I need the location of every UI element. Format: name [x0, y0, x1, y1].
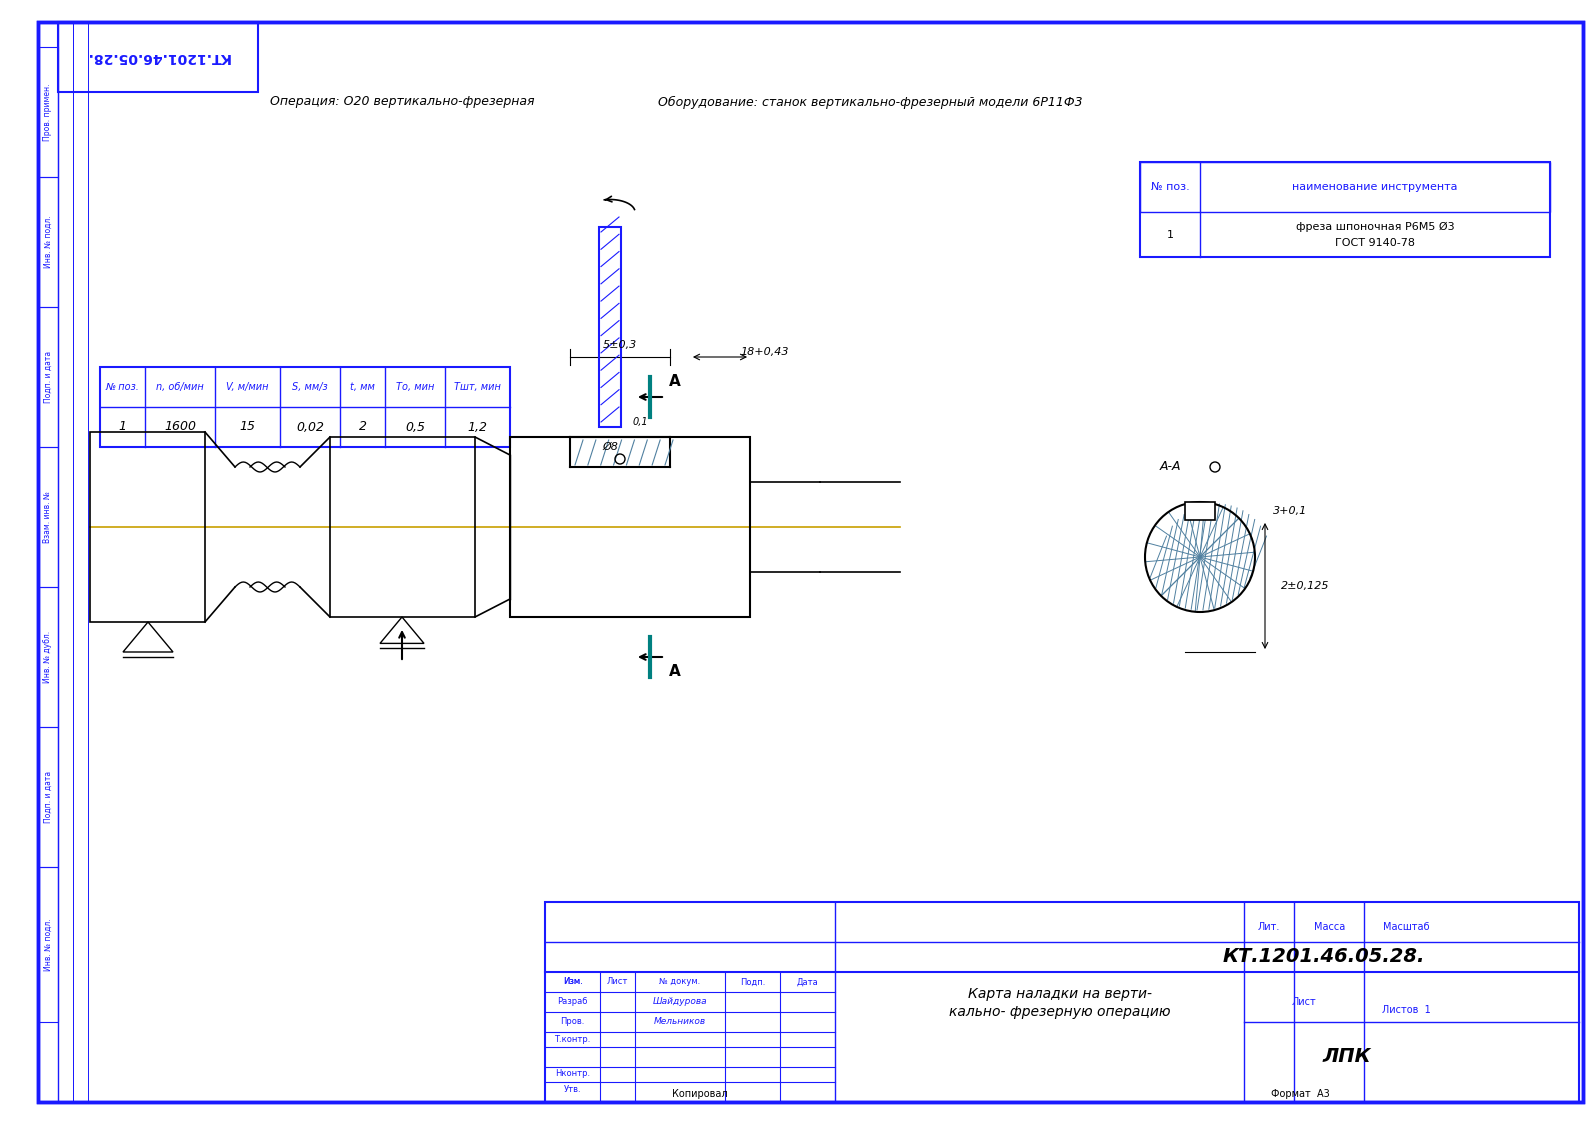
- Text: А-А: А-А: [1159, 461, 1181, 473]
- Bar: [100, 367, 509, 447]
- Text: Масса: Масса: [1313, 922, 1345, 932]
- Text: Нконтр.: Нконтр.: [556, 1070, 591, 1079]
- Bar: [57, 23, 73, 1102]
- Text: Лист: Лист: [607, 977, 629, 986]
- Bar: [38, 587, 57, 727]
- Text: Разраб: Разраб: [557, 997, 587, 1006]
- Text: Тo, мин: Тo, мин: [396, 382, 435, 392]
- Text: наименование инструмента: наименование инструмента: [1293, 181, 1458, 192]
- Text: КТ.1201.46.05.28.: КТ.1201.46.05.28.: [86, 50, 231, 64]
- Text: Лист: Лист: [1291, 997, 1317, 1008]
- Text: Пров. примен.: Пров. примен.: [43, 83, 53, 141]
- Bar: [1184, 502, 1215, 520]
- Text: Оборудование: станок вертикально-фрезерный модели 6Р11Ф3: Оборудование: станок вертикально-фрезерн…: [657, 96, 1083, 108]
- Text: 1: 1: [1167, 230, 1173, 240]
- Text: Изм.: Изм.: [562, 977, 583, 986]
- Bar: [544, 902, 1579, 1102]
- Text: 1: 1: [118, 420, 126, 434]
- Text: Формат  А3: Формат А3: [1270, 1089, 1329, 1099]
- Bar: [1140, 162, 1551, 212]
- Bar: [599, 227, 621, 427]
- Bar: [38, 177, 57, 307]
- Text: Инв. № подл.: Инв. № подл.: [43, 215, 53, 268]
- Bar: [38, 23, 57, 1102]
- Bar: [38, 867, 57, 1022]
- Text: ГОСТ 9140-78: ГОСТ 9140-78: [1336, 238, 1415, 248]
- Text: кально- фрезерную операцию: кально- фрезерную операцию: [949, 1005, 1170, 1019]
- Text: Карта наладки на верти-: Карта наладки на верти-: [968, 987, 1151, 1001]
- Text: Шайдурова: Шайдурова: [653, 997, 707, 1006]
- Text: Тшт, мин: Тшт, мин: [454, 382, 501, 392]
- Text: № поз.: № поз.: [1151, 181, 1189, 192]
- Text: Взам. инв. №: Взам. инв. №: [43, 491, 53, 543]
- Text: Пров.: Пров.: [560, 1018, 584, 1027]
- Bar: [509, 437, 750, 616]
- Text: 3+0,1: 3+0,1: [1274, 506, 1307, 516]
- Bar: [73, 23, 88, 1102]
- Text: Операция: О20 вертикально-фрезерная: Операция: О20 вертикально-фрезерная: [271, 96, 535, 108]
- Text: Подп.: Подп.: [740, 977, 766, 986]
- Text: 5±0,3: 5±0,3: [603, 340, 637, 350]
- Text: № поз.: № поз.: [105, 382, 140, 392]
- Text: Инв. № дубл.: Инв. № дубл.: [43, 631, 53, 683]
- Text: Дата: Дата: [796, 977, 818, 986]
- Text: Изм.: Изм.: [562, 977, 583, 986]
- Bar: [38, 727, 57, 867]
- Text: А: А: [669, 374, 681, 390]
- Text: ЛПК: ЛПК: [1323, 1047, 1371, 1066]
- Bar: [57, 23, 258, 92]
- Bar: [38, 307, 57, 447]
- Bar: [1140, 162, 1551, 257]
- Text: Подп. и дата: Подп. и дата: [43, 771, 53, 823]
- Bar: [38, 47, 57, 177]
- Text: КТ.1201.46.05.28.: КТ.1201.46.05.28.: [1223, 948, 1425, 967]
- Bar: [91, 432, 205, 622]
- Text: 0,02: 0,02: [296, 420, 325, 434]
- Text: 0,5: 0,5: [404, 420, 425, 434]
- Text: S, мм/з: S, мм/з: [293, 382, 328, 392]
- Text: Подп. и дата: Подп. и дата: [43, 350, 53, 403]
- Text: Инв. № подл.: Инв. № подл.: [43, 919, 53, 970]
- Bar: [330, 437, 474, 616]
- Text: Лит.: Лит.: [1258, 922, 1280, 932]
- Text: А: А: [669, 665, 681, 680]
- Text: Копировал: Копировал: [672, 1089, 728, 1099]
- Text: Масштаб: Масштаб: [1383, 922, 1430, 932]
- Text: 1,2: 1,2: [468, 420, 487, 434]
- Text: Утв.: Утв.: [564, 1085, 581, 1094]
- Text: V, м/мин: V, м/мин: [226, 382, 269, 392]
- Text: 2±0,125: 2±0,125: [1280, 582, 1329, 591]
- Bar: [38, 447, 57, 587]
- Text: Ø8: Ø8: [602, 442, 618, 452]
- Text: 0,1: 0,1: [632, 417, 648, 427]
- Text: Т.контр.: Т.контр.: [554, 1036, 591, 1045]
- Text: 18+0,43: 18+0,43: [740, 347, 790, 357]
- Text: 15: 15: [239, 420, 255, 434]
- Text: 1600: 1600: [164, 420, 196, 434]
- Text: Мельников: Мельников: [654, 1018, 707, 1027]
- Text: 2: 2: [358, 420, 366, 434]
- Text: n, об/мин: n, об/мин: [156, 382, 204, 392]
- Text: № докум.: № докум.: [659, 977, 700, 986]
- Text: Листов  1: Листов 1: [1382, 1005, 1431, 1015]
- Text: фреза шпоночная Р6М5 Ø3: фреза шпоночная Р6М5 Ø3: [1296, 222, 1455, 232]
- Text: t, мм: t, мм: [350, 382, 376, 392]
